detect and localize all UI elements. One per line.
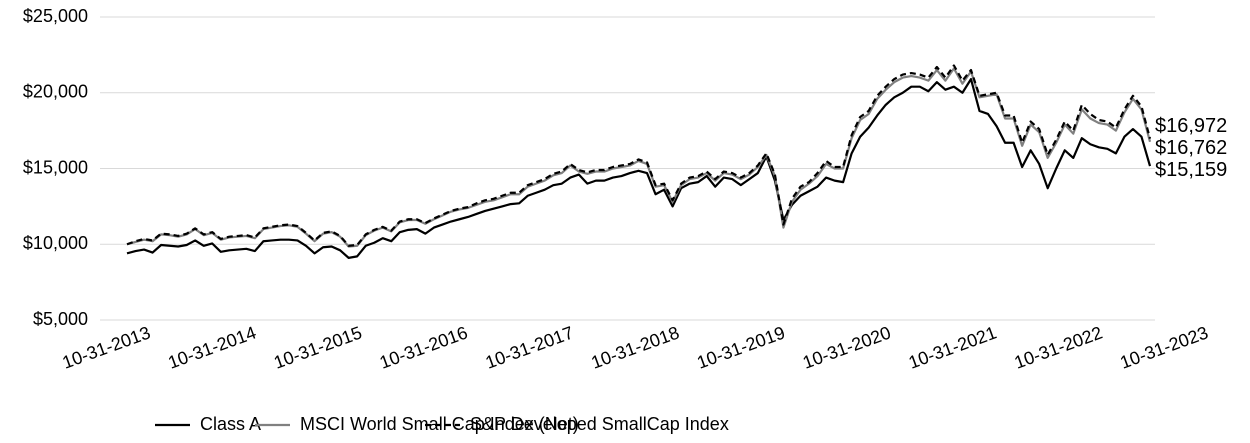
x-tick-label: 10-31-2017 <box>483 322 576 372</box>
x-tick-label: 10-31-2020 <box>800 322 893 372</box>
y-tick-label: $5,000 <box>33 309 88 329</box>
x-tick-label: 10-31-2023 <box>1117 322 1210 372</box>
x-tick-label: 10-31-2022 <box>1012 322 1105 372</box>
legend-label: S&P Developed SmallCap Index <box>470 414 729 434</box>
series-line <box>126 67 1152 248</box>
series-line <box>126 64 1152 247</box>
y-tick-label: $15,000 <box>23 157 88 177</box>
legend-label: Class A <box>200 414 261 434</box>
end-label: $16,762 <box>1155 137 1227 159</box>
end-label: $16,972 <box>1155 115 1227 137</box>
y-tick-label: $10,000 <box>23 233 88 253</box>
x-tick-label: 10-31-2016 <box>377 322 470 372</box>
y-tick-label: $25,000 <box>23 6 88 26</box>
x-tick-label: 10-31-2014 <box>165 322 258 372</box>
y-tick-label: $20,000 <box>23 82 88 102</box>
legend-label: MSCI World Small Cap Index (Net) <box>300 414 579 434</box>
x-tick-label: 10-31-2021 <box>906 322 999 372</box>
x-tick-label: 10-31-2015 <box>271 322 364 372</box>
end-label: $15,159 <box>1155 159 1227 181</box>
series-line <box>126 78 1152 259</box>
x-tick-label: 10-31-2018 <box>589 322 682 372</box>
x-tick-label: 10-31-2019 <box>694 322 787 372</box>
x-tick-label: 10-31-2013 <box>60 322 153 372</box>
